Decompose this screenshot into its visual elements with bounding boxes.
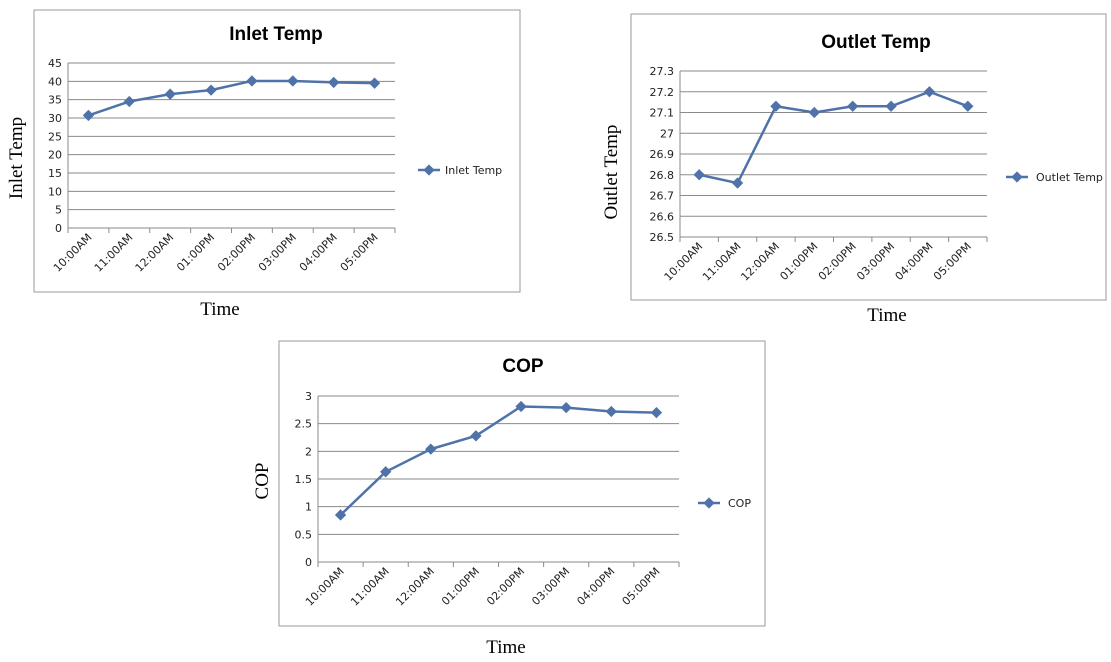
cop-y-tick-label: 1.5 (295, 473, 313, 486)
outlet-y-tick-label: 27.3 (650, 65, 675, 78)
inlet-y-tick-label: 15 (48, 167, 62, 180)
outlet-y-tick-label: 26.9 (650, 148, 675, 161)
outlet-series-line (698, 90, 969, 185)
inlet-y-tick-label: 25 (48, 130, 62, 143)
outlet-chart-title: Outlet Temp (821, 32, 930, 53)
cop-data-point (470, 430, 482, 442)
inlet-legend: Inlet Temp (418, 164, 502, 177)
outlet-data-point (731, 177, 744, 189)
cop-legend: COP (698, 497, 751, 510)
outlet-chart-frame (630, 13, 1107, 301)
cop-y-tick-label: 2 (305, 445, 312, 458)
cop-data-point (515, 400, 527, 413)
outlet-gridlines (679, 70, 987, 238)
cop-chart: COP 00.511.522.53 10:00AM 11:00AM 12:00AM 0… (252, 340, 766, 658)
cop-y-tick-label: 1 (305, 501, 312, 514)
inlet-y-tick-label: 20 (48, 149, 62, 162)
cop-data-point (605, 405, 617, 418)
inlet-gridlines (67, 62, 395, 229)
inlet-legend-marker (423, 164, 435, 176)
cop-series-line (339, 405, 657, 516)
inlet-y-tick-label: 40 (48, 75, 62, 88)
outlet-x-axis-label: Time (867, 305, 906, 326)
inlet-x-axis-label: Time (200, 299, 239, 320)
cop-legend-label: COP (728, 497, 751, 510)
cop-y-tick-label: 2.5 (295, 418, 313, 431)
outlet-y-tick-label: 26.5 (650, 231, 675, 244)
inlet-series-line (88, 79, 375, 117)
inlet-legend-label: Inlet Temp (445, 164, 502, 177)
inlet-y-tick-label: 5 (55, 204, 62, 217)
cop-legend-marker (703, 497, 715, 509)
outlet-y-axis-label: Outlet Temp (601, 125, 622, 220)
outlet-y-tick-label: 26.7 (650, 190, 675, 203)
cop-data-point (425, 443, 437, 455)
inlet-y-tick-label: 35 (48, 94, 62, 107)
outlet-y-tick-label: 27.1 (650, 107, 675, 120)
outlet-legend-marker (1011, 171, 1023, 183)
outlet-y-tick-label: 26.8 (650, 169, 675, 182)
cop-data-point (334, 509, 347, 521)
outlet-legend-label: Outlet Temp (1036, 171, 1103, 184)
outlet-temp-chart: Outlet Temp 26.5 26.6 26.7 26.8 26.9 27 27.1 27… (601, 13, 1107, 326)
cop-data-point (650, 406, 663, 419)
cop-y-axis-label: COP (252, 463, 273, 500)
inlet-chart-title: Inlet Temp (229, 24, 323, 45)
inlet-y-tick-label: 0 (55, 222, 62, 235)
cop-chart-frame (278, 340, 766, 627)
inlet-y-axis-label: Inlet Temp (6, 117, 27, 199)
outlet-legend: Outlet Temp (1006, 171, 1103, 184)
cop-x-axis-label: Time (486, 637, 525, 657)
inlet-y-ticks: 0 5 10 15 20 25 30 35 40 45 (48, 57, 62, 235)
cop-y-ticks: 0 0.5 1 1.5 2 2.5 3 (295, 390, 313, 569)
inlet-chart-frame (33, 9, 521, 293)
outlet-y-ticks: 26.5 26.6 26.7 26.8 26.9 27 27.1 27.2 27.3 (650, 65, 675, 244)
outlet-y-tick-label: 27 (660, 127, 674, 140)
outlet-data-point (693, 169, 705, 181)
cop-y-tick-label: 3 (305, 390, 312, 403)
outlet-y-tick-label: 26.6 (650, 210, 675, 223)
inlet-y-tick-label: 30 (48, 112, 62, 125)
outlet-y-tick-label: 27.2 (650, 86, 675, 99)
inlet-y-tick-label: 10 (48, 185, 62, 198)
cop-chart-title: COP (502, 356, 544, 377)
cop-series (334, 400, 663, 521)
cop-data-point (380, 466, 392, 478)
inlet-y-tick-label: 45 (48, 57, 62, 70)
cop-y-tick-label: 0 (305, 556, 312, 569)
cop-y-tick-label: 0.5 (295, 528, 313, 541)
cop-data-point (560, 401, 572, 414)
